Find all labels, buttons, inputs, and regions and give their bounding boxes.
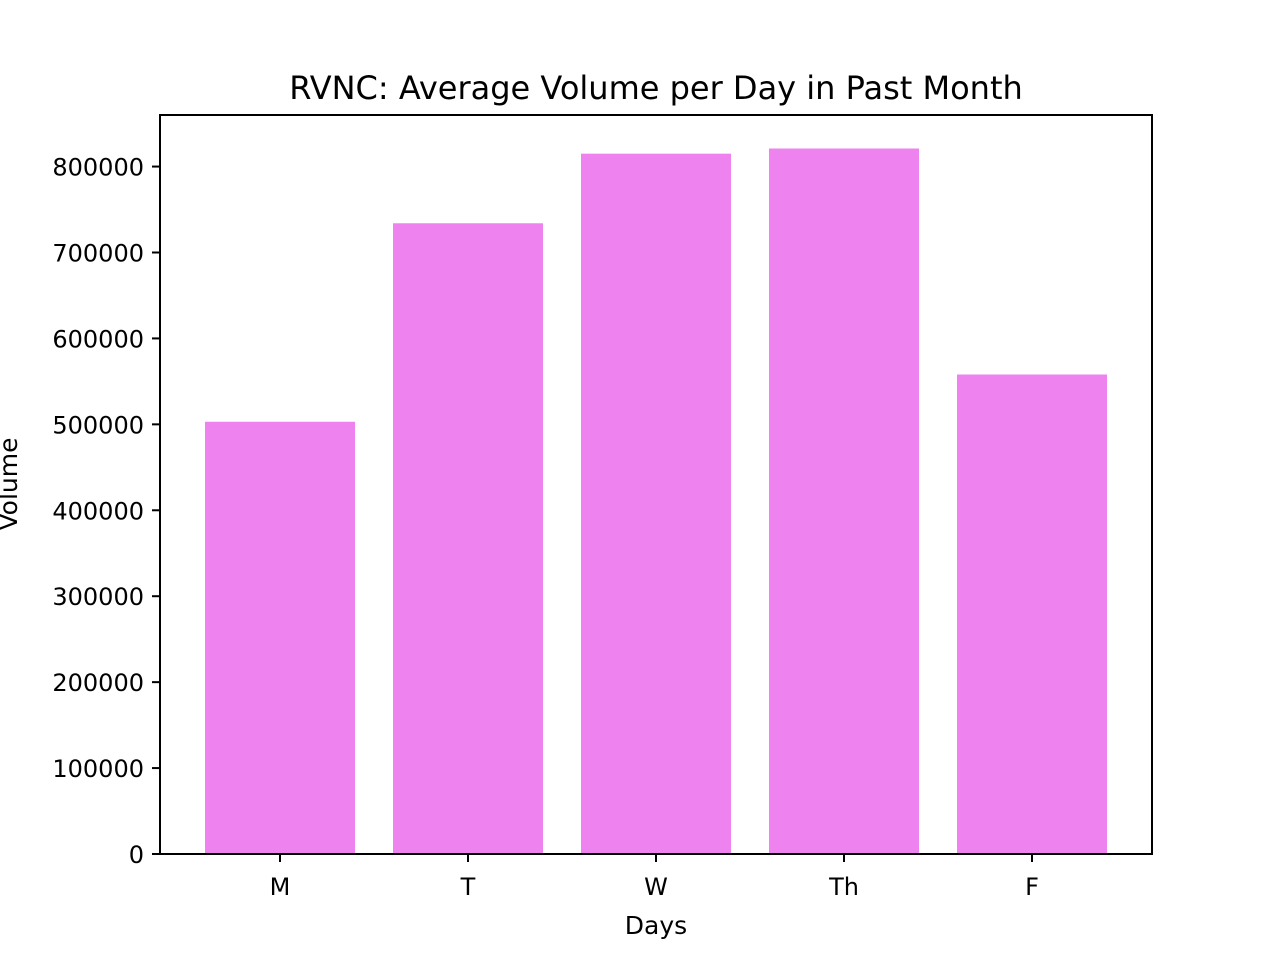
x-tick-label: M [270,873,291,901]
bar-M [205,421,355,854]
x-axis-ticks: M T W Th F [270,854,1039,901]
bars-group [205,148,1107,855]
bar-W [581,153,731,855]
y-tick-label: 700000 [52,239,144,267]
y-axis-ticks: 0 100000 200000 300000 400000 500000 600000 700… [52,154,160,869]
x-tick-label: F [1025,873,1039,901]
chart-title: RVNC: Average Volume per Day in Past Mon… [289,69,1023,107]
y-tick-label: 600000 [52,325,144,353]
x-tick-label: W [644,873,668,901]
y-tick-label: 500000 [52,411,144,439]
y-tick-label: 300000 [52,583,144,611]
y-tick-label: 0 [129,841,144,869]
y-axis-label: Volume [0,438,23,531]
bar-T [393,223,543,854]
y-tick-label: 100000 [52,755,144,783]
x-axis-label: Days [625,911,687,940]
bar-F [957,374,1107,854]
y-tick-label: 800000 [52,154,144,182]
x-tick-label: T [460,873,476,901]
x-tick-label: Th [828,873,859,901]
y-tick-label: 400000 [52,497,144,525]
bar-Th [769,148,919,854]
y-tick-label: 200000 [52,669,144,697]
plot-frame [159,114,1153,855]
